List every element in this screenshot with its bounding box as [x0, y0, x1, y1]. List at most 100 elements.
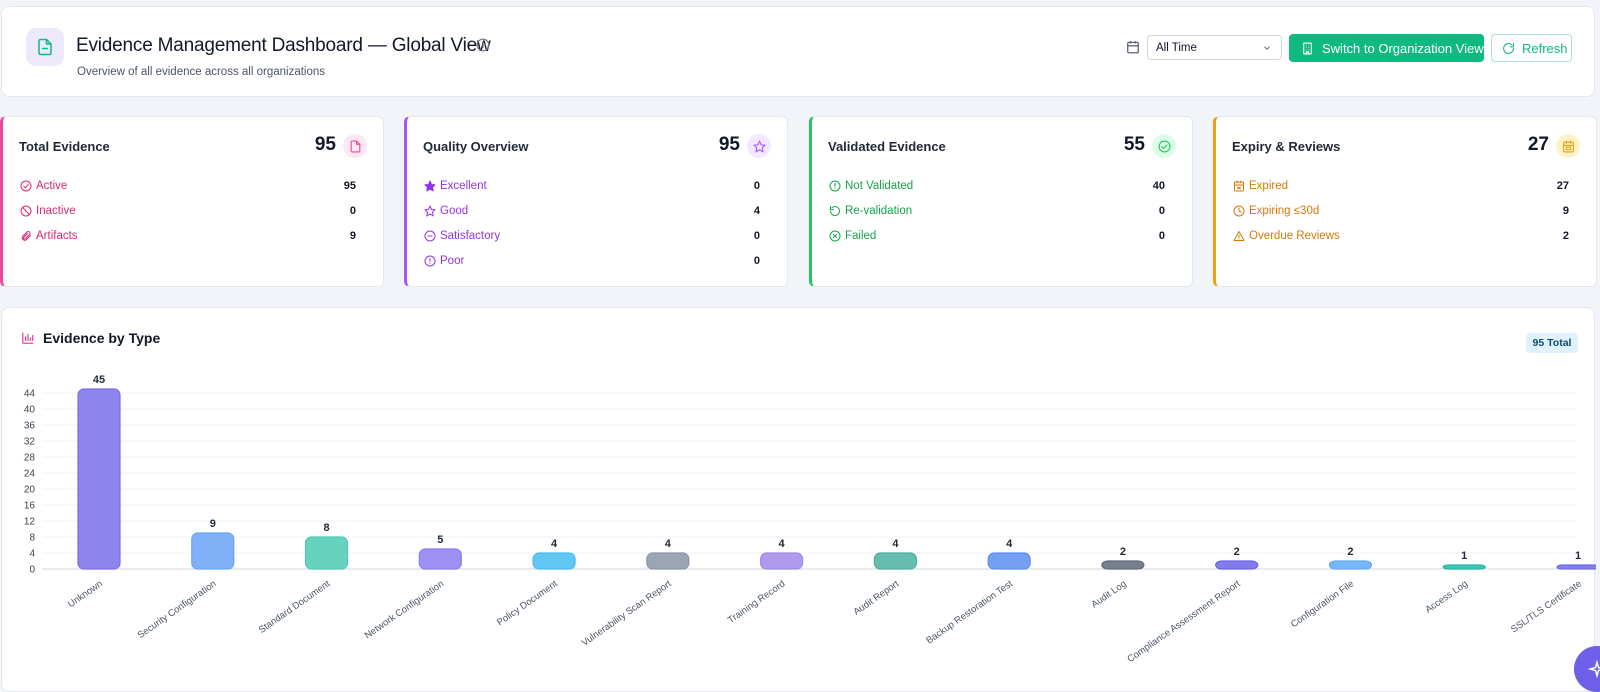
card-total: 95 — [718, 134, 740, 155]
metric-row-expiring-30d[interactable]: Expiring ≤30d 9 — [1233, 202, 1569, 220]
metric-row-active[interactable]: Active 95 — [20, 177, 356, 195]
metric-label: Excellent — [440, 180, 487, 192]
bar-security-configuration — [191, 532, 235, 570]
bar-training-record — [760, 552, 804, 570]
star-icon — [747, 134, 771, 158]
metric-value: 95 — [343, 180, 356, 192]
info-icon[interactable] — [476, 38, 490, 52]
card-title: Expiry & Reviews — [1232, 139, 1341, 154]
x-tick-label: Network Configuration — [363, 578, 446, 641]
card-total: 95 — [314, 134, 336, 155]
x-tick-label: Security Configuration — [136, 578, 219, 641]
y-tick-label: 0 — [29, 565, 35, 576]
bar-value-label: 2 — [1234, 546, 1240, 558]
bar-value-label: 4 — [551, 538, 558, 550]
y-tick-label: 24 — [24, 469, 36, 480]
bar-value-label: 4 — [1006, 538, 1013, 550]
metric-row-poor[interactable]: Poor 0 — [424, 252, 760, 270]
bar-value-label: 4 — [665, 538, 672, 550]
bar-value-label: 2 — [1120, 546, 1126, 558]
x-tick-label: Training Record — [726, 578, 787, 626]
metric-row-re-validation[interactable]: Re-validation 0 — [829, 202, 1165, 220]
switch-organization-label: Switch to Organization View — [1322, 40, 1484, 56]
x-tick-label: Audit Report — [852, 578, 902, 618]
metric-row-excellent[interactable]: Excellent 0 — [424, 177, 760, 195]
metric-value: 0 — [349, 205, 356, 217]
metric-value: 4 — [753, 205, 760, 217]
bar-value-label: 4 — [779, 538, 786, 550]
date-range-value: All Time — [1156, 42, 1197, 54]
chevron-down-icon — [1264, 46, 1270, 50]
metric-label: Expired — [1249, 180, 1288, 192]
metric-label: Good — [440, 205, 469, 217]
chart-title: Evidence by Type — [43, 330, 161, 346]
total-badge: 95 Total — [1526, 333, 1578, 353]
x-tick-label: Unknown — [66, 578, 105, 610]
x-tick-label: Backup Restoration Test — [924, 578, 1015, 646]
metric-row-expired[interactable]: Expired 27 — [1233, 177, 1569, 195]
metric-value: 0 — [1158, 230, 1165, 242]
card-title: Validated Evidence — [828, 139, 946, 154]
x-tick-label: Policy Document — [495, 578, 560, 628]
metric-value: 0 — [753, 255, 760, 267]
metric-row-satisfactory[interactable]: Satisfactory 0 — [424, 227, 760, 245]
alert-circle-icon — [829, 180, 841, 192]
metric-row-artifacts[interactable]: Artifacts 9 — [20, 227, 356, 245]
x-tick-label: Configuration File — [1289, 578, 1356, 630]
card-expiry-reviews: Expiry & Reviews 27 Expired 27 Expiring ≤30d… — [1213, 116, 1597, 287]
calendar-icon — [1127, 41, 1139, 54]
metric-value: 9 — [1562, 205, 1569, 217]
y-tick-label: 40 — [24, 405, 36, 416]
metric-value: 40 — [1152, 180, 1165, 192]
x-tick-label: Vulnerability Scan Report — [580, 578, 674, 648]
refresh-icon — [1503, 42, 1514, 54]
metric-label: Overdue Reviews — [1249, 230, 1340, 242]
clock-icon — [1233, 205, 1245, 217]
page-subtitle: Overview of all evidence across all orga… — [77, 66, 326, 78]
x-circle-icon — [829, 230, 841, 242]
metric-value: 0 — [753, 180, 760, 192]
bar-value-label: 4 — [892, 538, 899, 550]
metric-label: Re-validation — [845, 205, 913, 217]
metric-row-inactive[interactable]: Inactive 0 — [20, 202, 356, 220]
bar-audit-log — [1101, 560, 1145, 570]
switch-organization-view-button[interactable]: Switch to Organization View — [1289, 34, 1484, 62]
check-circle-icon — [20, 180, 32, 192]
alert-circle-icon — [424, 255, 436, 267]
bar-ssl-tls-certificate — [1556, 564, 1596, 570]
file-icon — [343, 134, 367, 158]
bar-value-label: 1 — [1575, 550, 1581, 562]
rotate-icon — [829, 205, 841, 217]
card-quality-overview: Quality Overview 95 Excellent 0 Good 4 Satisfa… — [404, 116, 788, 287]
metric-label: Poor — [440, 255, 465, 267]
evidence-by-type-card: Evidence by Type 95 Total 0 4 8 12 16 20 24 28 3… — [1, 307, 1596, 692]
metric-value: 27 — [1556, 180, 1569, 192]
x-tick-label: Access Log — [1423, 578, 1470, 615]
y-tick-label: 4 — [29, 549, 35, 560]
star-outline-icon — [424, 205, 436, 217]
metric-row-failed[interactable]: Failed 0 — [829, 227, 1165, 245]
ban-icon — [20, 205, 32, 217]
star-filled-icon — [424, 180, 436, 192]
page-title: Evidence Management Dashboard — Global V… — [76, 35, 491, 56]
metric-row-not-validated[interactable]: Not Validated 40 — [829, 177, 1165, 195]
metric-value: 2 — [1562, 230, 1569, 242]
metric-value: 0 — [1158, 205, 1165, 217]
calendar-x-icon — [1233, 180, 1245, 192]
date-range-select[interactable]: All Time — [1147, 35, 1282, 60]
metric-label: Inactive — [36, 205, 76, 217]
metric-label: Active — [36, 180, 68, 192]
card-total: 55 — [1123, 134, 1145, 155]
metric-value: 9 — [349, 230, 356, 242]
bar-configuration-file — [1328, 560, 1373, 570]
metric-label: Expiring ≤30d — [1249, 205, 1320, 217]
calendar-icon — [1556, 134, 1580, 158]
refresh-button[interactable]: Refresh — [1491, 34, 1572, 62]
bar-standard-document — [304, 536, 349, 570]
metric-row-good[interactable]: Good 4 — [424, 202, 760, 220]
bar-compliance-assessment-report — [1215, 560, 1259, 570]
y-tick-label: 36 — [24, 421, 36, 432]
metric-row-overdue-reviews[interactable]: Overdue Reviews 2 — [1233, 227, 1569, 245]
refresh-label: Refresh — [1522, 40, 1568, 56]
bar-vulnerability-scan-report — [646, 552, 690, 570]
